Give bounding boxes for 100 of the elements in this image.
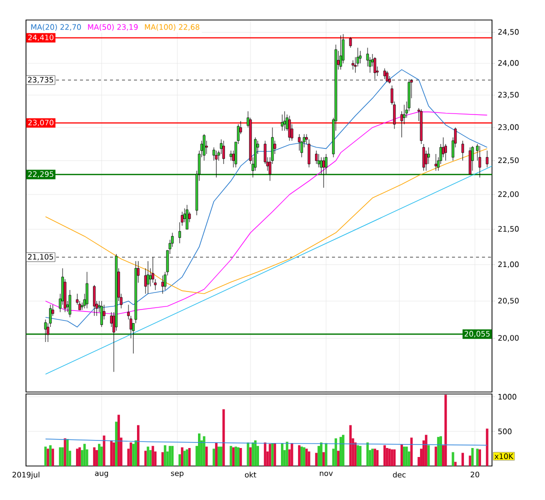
- bar: [383, 445, 386, 466]
- candlestick: [146, 260, 150, 294]
- bar: [218, 446, 220, 466]
- bar: [132, 444, 135, 466]
- bar: [386, 448, 388, 466]
- candlestick: [186, 204, 188, 230]
- candlestick: [100, 300, 103, 328]
- candlestick: [68, 290, 72, 318]
- bar: [117, 414, 120, 466]
- bar: [359, 446, 362, 466]
- bar: [366, 442, 369, 466]
- candlestick: [222, 140, 225, 164]
- bar: [340, 436, 342, 466]
- candlestick: [215, 150, 218, 178]
- bar: [315, 452, 318, 466]
- bar: [164, 445, 166, 466]
- bar: [320, 442, 322, 466]
- bar: [305, 448, 308, 466]
- bar: [168, 446, 172, 466]
- bar: [198, 433, 200, 466]
- bar: [434, 446, 438, 466]
- bar: [58, 447, 62, 466]
- bar: [212, 448, 216, 466]
- bar: [280, 443, 284, 466]
- candlestick: [315, 150, 318, 164]
- candlestick: [339, 35, 342, 70]
- bar: [171, 446, 174, 466]
- candlestick: [280, 114, 284, 132]
- bar: [254, 440, 257, 466]
- bar: [232, 447, 235, 466]
- bar: [252, 442, 254, 466]
- bar: [237, 447, 240, 466]
- bar: [64, 438, 66, 466]
- candlestick: [352, 60, 354, 70]
- bar: [337, 450, 340, 466]
- bar: [183, 450, 186, 466]
- candlestick: [468, 147, 472, 174]
- bar: [376, 450, 379, 466]
- candlestick: [317, 154, 320, 168]
- bar: [215, 442, 218, 466]
- bar: [137, 425, 140, 466]
- bar: [476, 448, 479, 466]
- bar: [188, 448, 191, 466]
- bar: [52, 448, 54, 466]
- bar: [112, 442, 116, 466]
- bar: [149, 450, 152, 466]
- bar: [178, 454, 181, 466]
- bar: [374, 448, 376, 466]
- bar: [478, 449, 482, 466]
- bar: [239, 448, 242, 466]
- bar: [393, 449, 396, 466]
- bar: [440, 436, 442, 466]
- bar: [76, 448, 78, 466]
- line-series: [45, 438, 488, 446]
- bar: [402, 446, 406, 466]
- bar: [322, 452, 325, 466]
- bar: [83, 444, 86, 466]
- bar: [144, 450, 147, 466]
- bar: [49, 445, 52, 466]
- candlestick: [93, 284, 96, 316]
- candlestick: [44, 319, 47, 342]
- bar: [300, 446, 303, 466]
- bar: [371, 448, 374, 466]
- bar: [271, 443, 274, 466]
- bar: [220, 446, 222, 466]
- bar: [222, 409, 225, 466]
- bar: [274, 443, 276, 466]
- bar: [161, 452, 164, 466]
- bar: [61, 447, 64, 466]
- bar: [102, 436, 106, 466]
- bar: [437, 436, 440, 466]
- bar: [205, 446, 208, 466]
- bar: [342, 434, 344, 466]
- bar: [298, 445, 300, 466]
- candlestick: [386, 70, 388, 83]
- candlestick: [471, 146, 474, 171]
- bar: [234, 446, 238, 466]
- bar: [134, 440, 138, 466]
- candlestick: [164, 272, 166, 290]
- bar: [290, 443, 294, 466]
- bar: [115, 422, 118, 466]
- bar: [405, 446, 408, 466]
- bar: [230, 446, 232, 466]
- candlestick: [283, 110, 286, 132]
- bar: [388, 448, 391, 466]
- candlestick: [486, 150, 488, 168]
- candlestick: [434, 154, 438, 171]
- bar: [286, 442, 288, 466]
- bar: [400, 444, 403, 466]
- bar: [302, 447, 306, 466]
- bar: [100, 446, 103, 466]
- candlestick: [358, 50, 362, 64]
- candlestick: [161, 275, 164, 294]
- bar: [462, 452, 464, 466]
- bar: [98, 444, 100, 466]
- bar: [486, 428, 488, 466]
- candlestick: [461, 140, 464, 161]
- bar: [318, 446, 320, 466]
- bar: [110, 440, 113, 466]
- candlestick: [349, 36, 352, 48]
